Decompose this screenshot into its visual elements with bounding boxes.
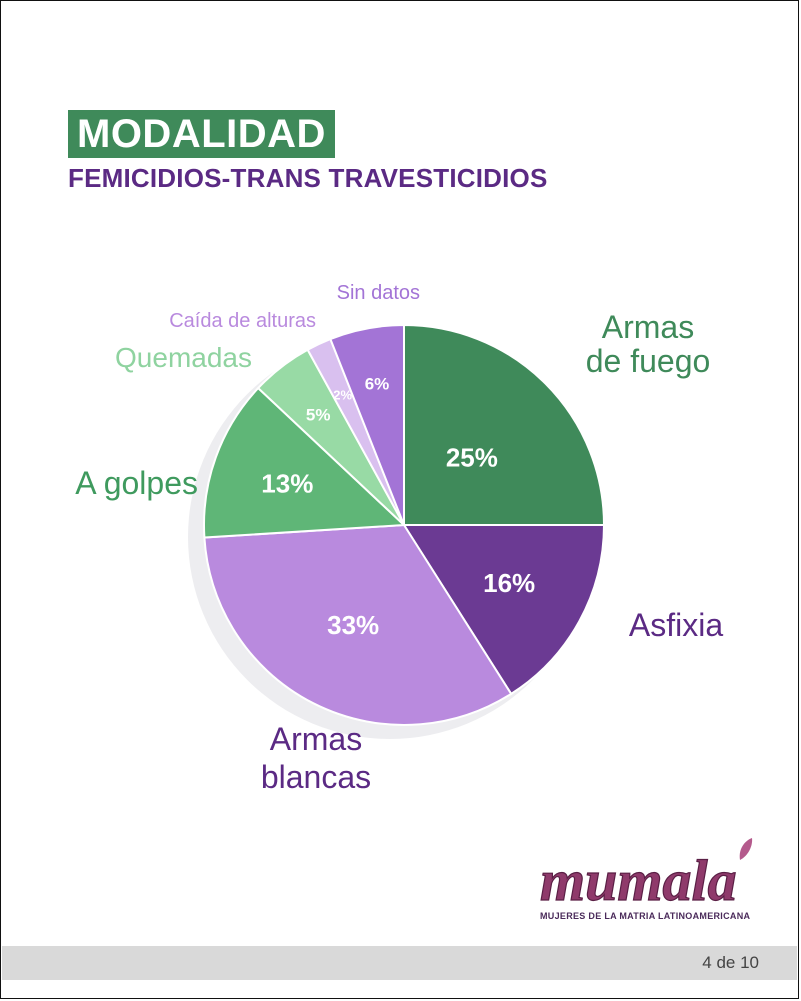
pie-slices: [188, 323, 606, 739]
pie-category-label-3: Armas blancas: [261, 721, 371, 795]
pie-category-label-line: Armas: [602, 309, 694, 345]
pie-category-label-5: Quemadas: [115, 342, 252, 373]
pie-percent-labels: 25% 16% 33% 13% 5%2% 6%: [261, 375, 535, 640]
pie-category-label-6: Caída de alturas: [169, 310, 316, 332]
pie-category-label-line: blancas: [261, 759, 371, 795]
pie-category-label-line: de fuego: [586, 343, 711, 379]
page-number: 4 de 10: [702, 953, 759, 972]
pie-category-label-2: Asfixia: [629, 607, 723, 643]
pie-slice-2: [402, 524, 606, 696]
pie-slice-3: [203, 523, 513, 726]
pie-slice-7: [329, 323, 405, 526]
pie-slice-4: [203, 386, 407, 539]
pie-category-label-7: Sin datos: [337, 282, 420, 304]
logo-tagline: MUJERES DE LA MATRIA LATINOAMERICANA: [540, 911, 751, 921]
pie-percent-label-4: 13%: [261, 468, 313, 498]
footer-bar: 4 de 10: [2, 946, 797, 980]
pie-percent-label-3: 33%: [327, 610, 379, 640]
pie-category-label-line: Armas: [270, 721, 362, 757]
pie-percent-label-2: 16%: [483, 568, 535, 598]
pie-percent-label-6: 2%: [333, 387, 352, 402]
pie-category-label-line: Sin datos: [337, 282, 420, 304]
pie-percent-label-7: 6%: [365, 375, 390, 394]
pie-category-label-line: Caída de alturas: [169, 310, 316, 332]
pie-category-label-line: A golpes: [75, 465, 198, 501]
pie-percent-label-5: 5%: [306, 405, 331, 424]
logo-wordmark: mumala: [540, 848, 737, 913]
pie-percent-label-1: 25%: [446, 442, 498, 472]
pie-category-label-line: Asfixia: [629, 607, 723, 643]
pie-category-label-line: Quemadas: [115, 342, 252, 373]
leaf-icon: [739, 838, 753, 860]
page-subtitle: FEMICIDIOS-TRANS TRAVESTICIDIOS: [68, 163, 548, 193]
mumala-logo: mumala: [539, 830, 760, 925]
pie-category-label-1: Armas de fuego: [586, 309, 711, 379]
pie-slice-1: [403, 323, 606, 526]
mumala-logo-mark: mumala: [539, 838, 753, 914]
page-title: MODALIDAD: [68, 110, 335, 158]
pie-category-label-4: A golpes: [75, 465, 198, 501]
